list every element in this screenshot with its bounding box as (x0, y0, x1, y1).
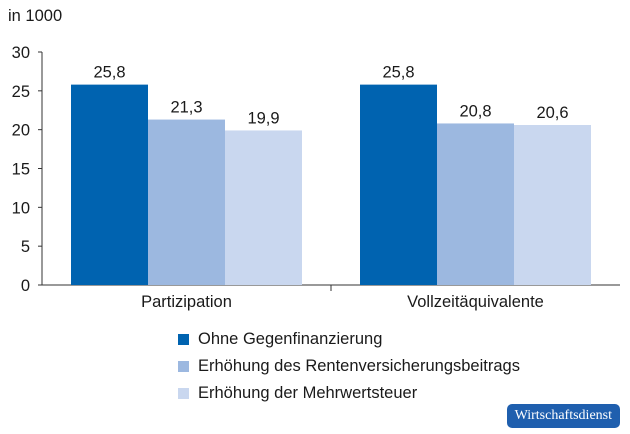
legend-label: Erhöhung der Mehrwertsteuer (198, 384, 418, 402)
legend: Ohne Gegenfinanzierung Erhöhung des Rente… (178, 326, 520, 407)
y-tick-label: 30 (12, 44, 30, 62)
bar (360, 84, 437, 286)
wirtschaftsdienst-badge: Wirtschaftsdienst (506, 404, 620, 428)
bar-chart: in 1000 0 5 10 15 20 25 30 Partizipation Vollze… (8, 7, 620, 311)
y-tick-label: 15 (12, 161, 30, 179)
y-tick-label: 10 (12, 199, 30, 217)
y-tick-label: 20 (12, 122, 30, 140)
y-tick-label: 25 (12, 83, 30, 101)
data-label: 25,8 (382, 64, 414, 82)
bar (437, 123, 514, 285)
x-category-label: Partizipation (141, 293, 232, 311)
legend-item: Erhöhung der Mehrwertsteuer (178, 380, 520, 407)
bar (514, 125, 591, 285)
legend-item: Erhöhung des Rentenversicherungsbeitrags (178, 353, 520, 380)
bars: 25,8 21,3 19,9 25,8 20,8 20,6 (71, 64, 591, 286)
data-label: 20,8 (459, 102, 491, 120)
y-axis: 0 5 10 15 20 25 30 (12, 44, 43, 295)
legend-swatch (178, 334, 189, 345)
data-label: 25,8 (93, 64, 125, 82)
legend-item: Ohne Gegenfinanzierung (178, 326, 520, 353)
x-category-label: Vollzeitäquivalente (407, 293, 544, 311)
y-tick-label: 0 (21, 277, 30, 295)
x-axis: Partizipation Vollzeitäquivalente (42, 284, 620, 311)
legend-label: Ohne Gegenfinanzierung (198, 330, 383, 348)
y-tick-label: 5 (21, 238, 30, 256)
legend-label: Erhöhung des Rentenversicherungsbeitrags (198, 357, 520, 375)
legend-swatch (178, 388, 189, 399)
data-label: 19,9 (247, 109, 279, 127)
bar (225, 130, 302, 285)
data-label: 20,6 (536, 104, 568, 122)
bar (148, 119, 225, 285)
legend-swatch (178, 361, 189, 372)
unit-label: in 1000 (8, 7, 62, 25)
bar (71, 84, 148, 286)
data-label: 21,3 (170, 99, 202, 117)
